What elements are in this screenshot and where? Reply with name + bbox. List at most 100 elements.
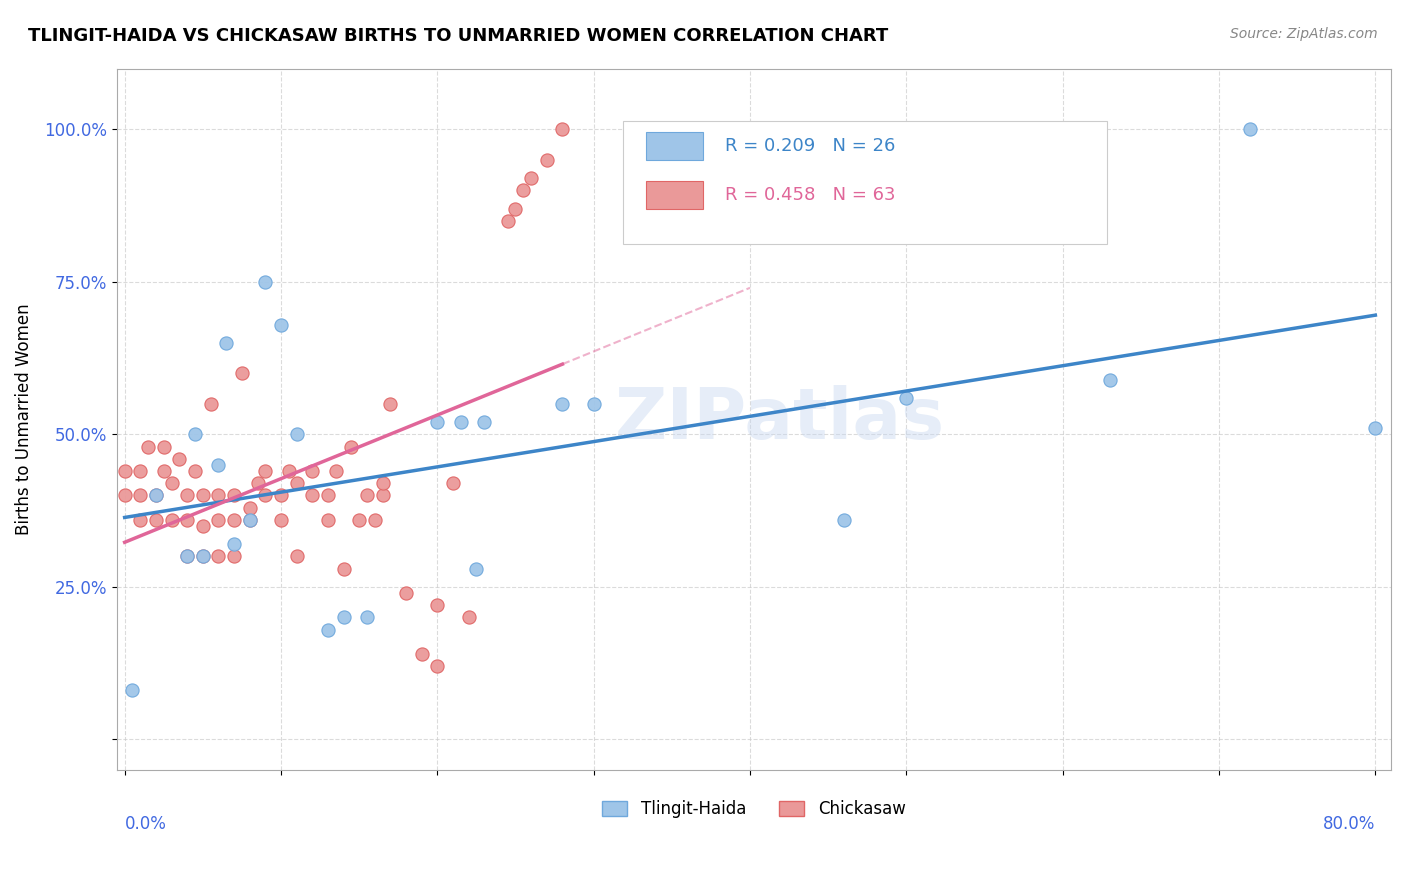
Point <box>301 464 323 478</box>
Point <box>536 153 558 167</box>
Point <box>551 397 574 411</box>
Point <box>472 415 495 429</box>
Point <box>371 476 394 491</box>
Point <box>129 488 152 502</box>
Point <box>184 427 207 442</box>
Point <box>152 440 174 454</box>
Point <box>207 513 229 527</box>
Text: 80.0%: 80.0% <box>1323 815 1375 833</box>
Point <box>239 513 262 527</box>
Point <box>270 513 292 527</box>
Point <box>129 513 152 527</box>
Point <box>356 610 378 624</box>
Point <box>371 488 394 502</box>
Point <box>239 513 262 527</box>
Point <box>285 476 308 491</box>
Point <box>285 427 308 442</box>
Point <box>316 513 339 527</box>
Point <box>207 488 229 502</box>
Point <box>505 202 527 216</box>
Point <box>160 476 183 491</box>
Point <box>207 458 229 472</box>
Legend: Tlingit-Haida, Chickasaw: Tlingit-Haida, Chickasaw <box>596 793 912 824</box>
Point <box>254 275 277 289</box>
Point <box>1098 372 1121 386</box>
Point <box>465 561 488 575</box>
Point <box>380 397 402 411</box>
Point <box>114 464 136 478</box>
Point <box>1239 122 1261 136</box>
Point <box>832 513 855 527</box>
Point <box>347 513 370 527</box>
Point <box>152 464 174 478</box>
FancyBboxPatch shape <box>623 121 1107 244</box>
Point <box>176 549 198 564</box>
Point <box>426 598 449 612</box>
Point <box>200 397 222 411</box>
Point <box>325 464 347 478</box>
FancyBboxPatch shape <box>645 181 703 209</box>
Point <box>340 440 363 454</box>
Point <box>145 488 167 502</box>
Point <box>191 488 214 502</box>
Point <box>239 500 262 515</box>
Point <box>426 659 449 673</box>
Point <box>496 214 519 228</box>
Point <box>191 549 214 564</box>
Point <box>169 451 191 466</box>
Point <box>121 683 143 698</box>
Point <box>222 488 245 502</box>
Point <box>450 415 472 429</box>
Point <box>395 586 418 600</box>
Point <box>222 549 245 564</box>
Point <box>1364 421 1386 435</box>
FancyBboxPatch shape <box>645 132 703 160</box>
Point <box>176 549 198 564</box>
Point <box>582 397 605 411</box>
Text: R = 0.458   N = 63: R = 0.458 N = 63 <box>724 186 896 203</box>
Text: Source: ZipAtlas.com: Source: ZipAtlas.com <box>1230 27 1378 41</box>
Point <box>145 488 167 502</box>
Point <box>129 464 152 478</box>
Text: ZIPatlas: ZIPatlas <box>614 384 945 454</box>
Point <box>222 513 245 527</box>
Point <box>277 464 299 478</box>
Point <box>270 318 292 332</box>
Point <box>441 476 464 491</box>
Point <box>191 519 214 533</box>
Point <box>301 488 323 502</box>
Point <box>176 513 198 527</box>
Point <box>332 561 354 575</box>
Point <box>207 549 229 564</box>
Point <box>332 610 354 624</box>
Point <box>285 549 308 564</box>
Point <box>191 549 214 564</box>
Point <box>136 440 159 454</box>
Y-axis label: Births to Unmarried Women: Births to Unmarried Women <box>15 303 32 535</box>
Point <box>114 488 136 502</box>
Point <box>316 488 339 502</box>
Point <box>457 610 479 624</box>
Point <box>551 122 574 136</box>
Text: R = 0.209   N = 26: R = 0.209 N = 26 <box>724 136 896 154</box>
Point <box>246 476 269 491</box>
Point <box>176 488 198 502</box>
Point <box>364 513 387 527</box>
Point <box>231 367 253 381</box>
Point <box>222 537 245 551</box>
Point <box>896 391 918 405</box>
Point <box>411 647 433 661</box>
Point <box>254 488 277 502</box>
Point <box>426 415 449 429</box>
Text: TLINGIT-HAIDA VS CHICKASAW BIRTHS TO UNMARRIED WOMEN CORRELATION CHART: TLINGIT-HAIDA VS CHICKASAW BIRTHS TO UNM… <box>28 27 889 45</box>
Text: 0.0%: 0.0% <box>125 815 166 833</box>
Point <box>145 513 167 527</box>
Point <box>512 184 534 198</box>
Point <box>356 488 378 502</box>
Point <box>254 464 277 478</box>
Point <box>270 488 292 502</box>
Point <box>520 171 543 186</box>
Point <box>215 335 238 350</box>
Point <box>316 623 339 637</box>
Point <box>160 513 183 527</box>
